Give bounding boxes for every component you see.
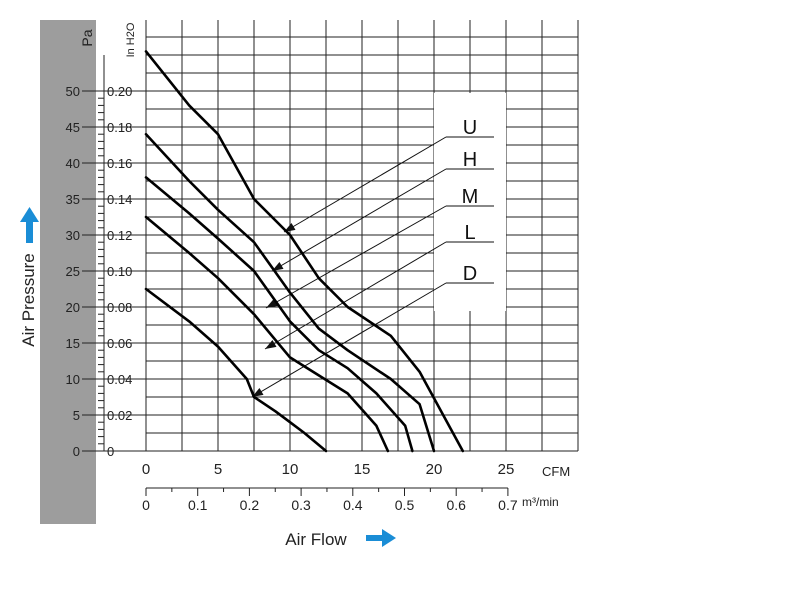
x-tick-label: 5 <box>214 461 222 478</box>
axes: 0510152025303540455000.020.040.060.080.1… <box>66 55 570 513</box>
legend-leader-line <box>283 136 447 233</box>
x2-tick-label: 0.1 <box>188 497 208 513</box>
y2-tick-label: 0.18 <box>107 120 132 135</box>
x-tick-label: 25 <box>498 461 515 478</box>
x2-tick-label: 0.2 <box>240 497 260 513</box>
y-tick-label: 0 <box>73 444 80 459</box>
curve-u <box>144 50 465 453</box>
curve-m <box>144 176 414 453</box>
y-unit-inh2o: In H2O <box>125 22 137 57</box>
legend-arrowhead <box>252 387 264 397</box>
y2-tick-label: 0.10 <box>107 264 132 279</box>
y2-tick-label: 0.14 <box>107 192 132 207</box>
y-unit-pa: Pa <box>79 29 95 46</box>
legend-arrowhead <box>265 339 277 349</box>
x-unit-m3min: m³/min <box>522 495 559 509</box>
y-tick-label: 5 <box>73 408 80 423</box>
y2-tick-label: 0 <box>107 444 114 459</box>
legend-arrowhead <box>272 261 284 271</box>
up-arrow-icon <box>20 207 39 243</box>
y2-tick-label: 0.16 <box>107 156 132 171</box>
legend-label: D <box>463 263 477 285</box>
x-tick-label: 15 <box>354 461 371 478</box>
legend-leader-line <box>251 282 447 398</box>
y2-tick-label: 0.08 <box>107 300 132 315</box>
legend-label: L <box>464 222 475 244</box>
right-arrow-icon <box>366 529 396 547</box>
y-tick-label: 40 <box>66 156 80 171</box>
legend-label: M <box>462 186 479 208</box>
legend-leader-line <box>264 241 447 350</box>
x-axis-title: Air Flow <box>285 530 347 549</box>
x-axis-strip <box>96 451 578 488</box>
x2-tick-label: 0.5 <box>395 497 415 513</box>
y-tick-label: 10 <box>66 372 80 387</box>
curve-d <box>144 287 328 453</box>
legend-box <box>434 93 506 311</box>
curve-l <box>144 215 390 453</box>
x-tick-label: 20 <box>426 461 443 478</box>
y-tick-label: 25 <box>66 264 80 279</box>
y2-tick-label: 0.06 <box>107 336 132 351</box>
x2-axis-strip <box>96 488 578 524</box>
x2-tick-label: 0.4 <box>343 497 363 513</box>
y2-tick-label: 0.04 <box>107 372 132 387</box>
y-tick-label: 20 <box>66 300 80 315</box>
x-tick-label: 0 <box>142 461 150 478</box>
x-unit-cfm: CFM <box>542 464 570 479</box>
y-axis-title: Air Pressure <box>19 253 38 347</box>
y-tick-label: 30 <box>66 228 80 243</box>
y-tick-label: 45 <box>66 120 80 135</box>
x2-tick-label: 0.3 <box>291 497 311 513</box>
y2-tick-label: 0.12 <box>107 228 132 243</box>
legend-label: H <box>463 149 477 171</box>
curve-h <box>144 132 436 453</box>
x2-tick-label: 0.6 <box>446 497 466 513</box>
y2-tick-label: 0.20 <box>107 84 132 99</box>
y-tick-label: 15 <box>66 336 80 351</box>
y-tick-label: 35 <box>66 192 80 207</box>
curves <box>144 50 465 453</box>
legend-arrowhead <box>284 222 296 232</box>
y-tick-label: 50 <box>66 84 80 99</box>
legend-leader-line <box>265 205 447 309</box>
x-tick-label: 10 <box>282 461 299 478</box>
x2-tick-label: 0.7 <box>498 497 518 513</box>
legend-leader-line <box>271 168 447 272</box>
x2-tick-label: 0 <box>142 497 150 513</box>
y2-tick-label: 0.02 <box>107 408 132 423</box>
legend-label: U <box>463 117 477 139</box>
